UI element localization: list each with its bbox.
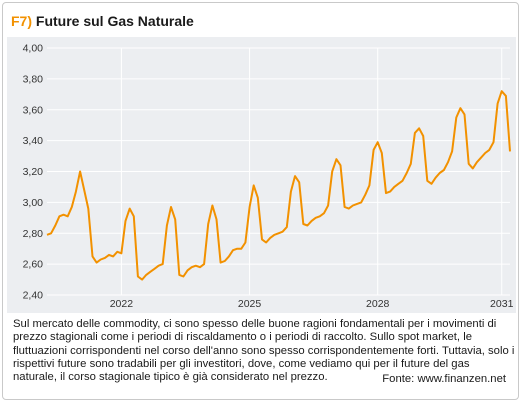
chart-title: F7) Future sul Gas Naturale — [11, 13, 194, 29]
figure-title: Future sul Gas Naturale — [35, 13, 194, 29]
y-tick-label: 2,80 — [23, 228, 44, 240]
series-line-gas-future — [46, 90, 511, 281]
x-tick-label: 2028 — [366, 298, 390, 310]
chart-caption: Sul mercato delle commodity, ci sono spe… — [13, 318, 515, 384]
x-tick-label: 2031 — [490, 298, 514, 310]
y-tick-label: 3,40 — [23, 135, 44, 147]
chart-card: F7) Future sul Gas Naturale 2,40 2,60 2,80… — [2, 2, 519, 400]
plot-area: 2,40 2,60 2,80 3,00 3,20 3,40 3,60 3,80 4,00 2022… — [7, 37, 516, 313]
x-tick-label: 2025 — [238, 298, 262, 310]
y-tick-label: 3,20 — [23, 166, 44, 178]
y-tick-label: 3,00 — [23, 197, 44, 209]
y-tick-label: 3,60 — [23, 104, 44, 116]
source-note: Fonte: www.finanzen.net — [382, 373, 506, 385]
x-tick-label: 2022 — [110, 298, 134, 310]
y-tick-label: 2,40 — [23, 290, 44, 302]
figure-tag: F7) — [11, 13, 32, 29]
line-chart: 2,40 2,60 2,80 3,00 3,20 3,40 3,60 3,80 4,00 2022… — [23, 43, 514, 311]
y-tick-label: 2,60 — [23, 259, 44, 271]
y-tick-label: 3,80 — [23, 73, 44, 85]
y-tick-label: 4,00 — [23, 43, 44, 55]
